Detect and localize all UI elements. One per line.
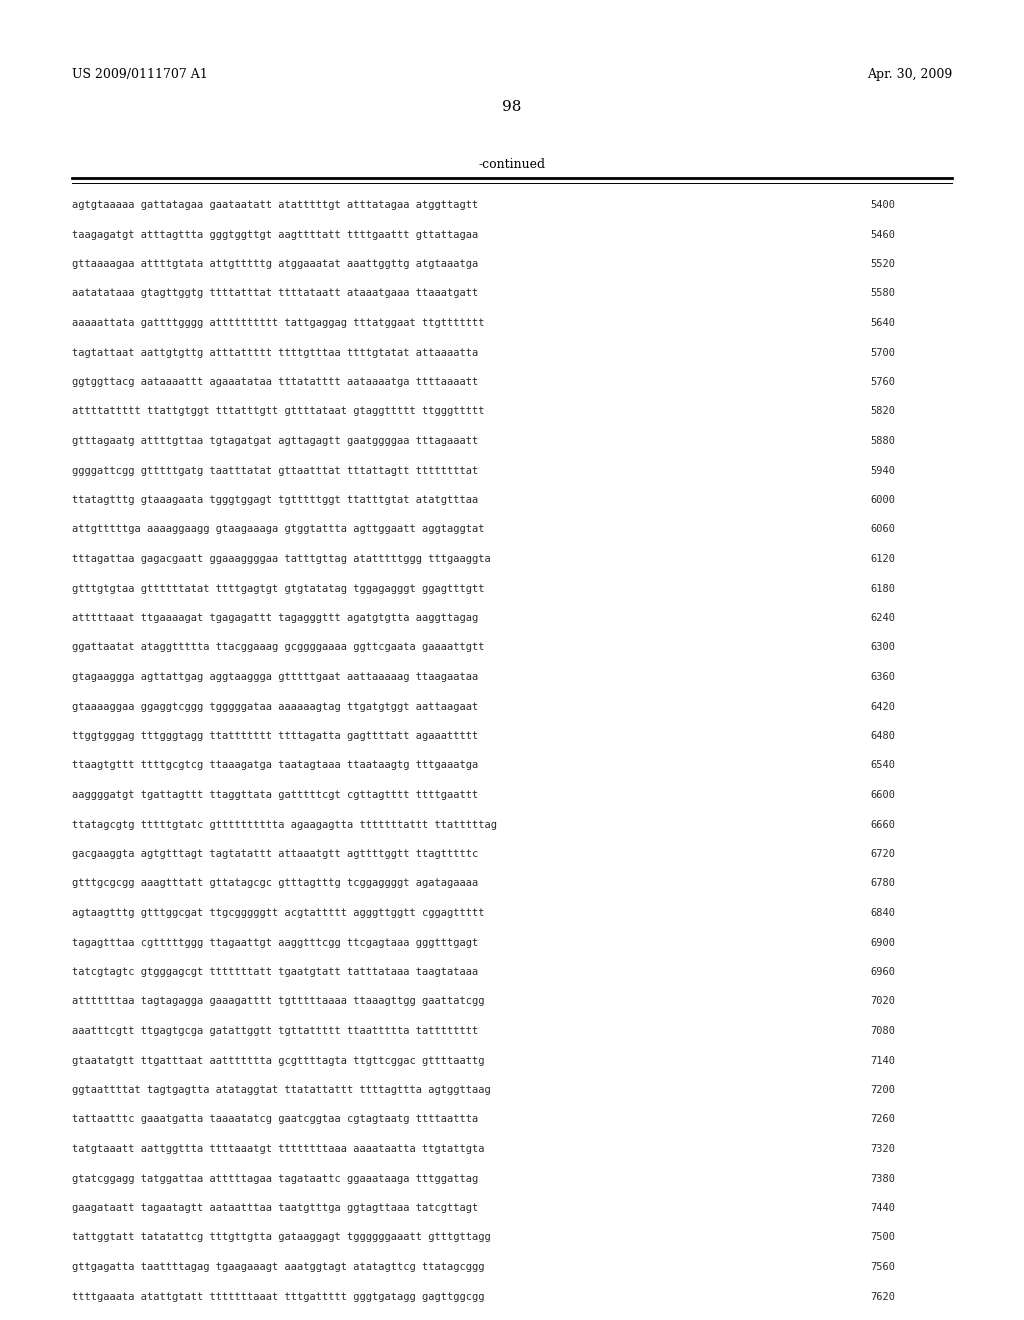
Text: 98: 98 <box>503 100 521 114</box>
Text: gtagaaggga agttattgag aggtaaggga gtttttgaat aattaaaaag ttaagaataa: gtagaaggga agttattgag aggtaaggga gtttttg… <box>72 672 478 682</box>
Text: 5880: 5880 <box>870 436 895 446</box>
Text: gtttgcgcgg aaagtttatt gttatagcgc gtttagtttg tcggaggggt agatagaaaa: gtttgcgcgg aaagtttatt gttatagcgc gtttagt… <box>72 879 478 888</box>
Text: gtatcggagg tatggattaa atttttagaa tagataattc ggaaataaga tttggattag: gtatcggagg tatggattaa atttttagaa tagataa… <box>72 1173 478 1184</box>
Text: 7440: 7440 <box>870 1203 895 1213</box>
Text: 7020: 7020 <box>870 997 895 1006</box>
Text: 6780: 6780 <box>870 879 895 888</box>
Text: 6300: 6300 <box>870 643 895 652</box>
Text: 5460: 5460 <box>870 230 895 239</box>
Text: 6180: 6180 <box>870 583 895 594</box>
Text: aaatttcgtt ttgagtgcga gatattggtt tgttattttt ttaattttta tatttttttt: aaatttcgtt ttgagtgcga gatattggtt tgttatt… <box>72 1026 478 1036</box>
Text: 6000: 6000 <box>870 495 895 506</box>
Text: gtaatatgtt ttgatttaat aattttttta gcgttttagta ttgttcggac gttttaattg: gtaatatgtt ttgatttaat aattttttta gcgtttt… <box>72 1056 484 1065</box>
Text: gaagataatt tagaatagtt aataatttaa taatgtttga ggtagttaaa tatcgttagt: gaagataatt tagaatagtt aataatttaa taatgtt… <box>72 1203 478 1213</box>
Text: ttatagcgtg tttttgtatc gtttttttttta agaagagtta tttttttattt ttatttttag: ttatagcgtg tttttgtatc gtttttttttta agaag… <box>72 820 497 829</box>
Text: ggtaattttat tagtgagtta atataggtat ttatattattt ttttagttta agtggttaag: ggtaattttat tagtgagtta atataggtat ttatat… <box>72 1085 490 1096</box>
Text: aatatataaa gtagttggtg ttttatttat ttttataatt ataaatgaaa ttaaatgatt: aatatataaa gtagttggtg ttttatttat ttttata… <box>72 289 478 298</box>
Text: 7380: 7380 <box>870 1173 895 1184</box>
Text: 6360: 6360 <box>870 672 895 682</box>
Text: gtttgtgtaa gttttttatat ttttgagtgt gtgtatatag tggagagggt ggagtttgtt: gtttgtgtaa gttttttatat ttttgagtgt gtgtat… <box>72 583 484 594</box>
Text: 5640: 5640 <box>870 318 895 327</box>
Text: 7260: 7260 <box>870 1114 895 1125</box>
Text: tttagattaa gagacgaatt ggaaaggggaa tatttgttag atatttttggg tttgaaggta: tttagattaa gagacgaatt ggaaaggggaa tatttg… <box>72 554 490 564</box>
Text: ttttgaaata atattgtatt tttttttaaat tttgattttt gggtgatagg gagttggcgg: ttttgaaata atattgtatt tttttttaaat tttgat… <box>72 1291 484 1302</box>
Text: US 2009/0111707 A1: US 2009/0111707 A1 <box>72 69 208 81</box>
Text: tattaatttc gaaatgatta taaaatatcg gaatcggtaa cgtagtaatg ttttaattta: tattaatttc gaaatgatta taaaatatcg gaatcgg… <box>72 1114 478 1125</box>
Text: 6060: 6060 <box>870 524 895 535</box>
Text: 7200: 7200 <box>870 1085 895 1096</box>
Text: gtttagaatg attttgttaa tgtagatgat agttagagtt gaatggggaa tttagaaatt: gtttagaatg attttgttaa tgtagatgat agttaga… <box>72 436 478 446</box>
Text: 6540: 6540 <box>870 760 895 771</box>
Text: agtaagtttg gtttggcgat ttgcgggggtt acgtattttt agggttggtt cggagttttt: agtaagtttg gtttggcgat ttgcgggggtt acgtat… <box>72 908 484 917</box>
Text: 7620: 7620 <box>870 1291 895 1302</box>
Text: 7080: 7080 <box>870 1026 895 1036</box>
Text: gtaaaaggaa ggaggtcggg tgggggataa aaaaaagtag ttgatgtggt aattaagaat: gtaaaaggaa ggaggtcggg tgggggataa aaaaaag… <box>72 701 478 711</box>
Text: 5520: 5520 <box>870 259 895 269</box>
Text: 6420: 6420 <box>870 701 895 711</box>
Text: 5700: 5700 <box>870 347 895 358</box>
Text: atttttttaa tagtagagga gaaagatttt tgtttttaaaa ttaaagttgg gaattatcgg: atttttttaa tagtagagga gaaagatttt tgttttt… <box>72 997 484 1006</box>
Text: ttaagtgttt ttttgcgtcg ttaaagatga taatagtaaa ttaataagtg tttgaaatga: ttaagtgttt ttttgcgtcg ttaaagatga taatagt… <box>72 760 478 771</box>
Text: 5940: 5940 <box>870 466 895 475</box>
Text: tagagtttaa cgtttttggg ttagaattgt aaggtttcgg ttcgagtaaa gggtttgagt: tagagtttaa cgtttttggg ttagaattgt aaggttt… <box>72 937 478 948</box>
Text: attgtttttga aaaaggaagg gtaagaaaga gtggtattta agttggaatt aggtaggtat: attgtttttga aaaaggaagg gtaagaaaga gtggta… <box>72 524 484 535</box>
Text: ggtggttacg aataaaattt agaaatataa tttatatttt aataaaatga ttttaaaatt: ggtggttacg aataaaattt agaaatataa tttatat… <box>72 378 478 387</box>
Text: ttggtgggag tttgggtagg ttattttttt ttttagatta gagttttatt agaaattttt: ttggtgggag tttgggtagg ttattttttt ttttaga… <box>72 731 478 741</box>
Text: gacgaaggta agtgtttagt tagtatattt attaaatgtt agttttggtt ttagtttttc: gacgaaggta agtgtttagt tagtatattt attaaat… <box>72 849 478 859</box>
Text: aaaaattata gattttgggg atttttttttt tattgaggag tttatggaat ttgttttttt: aaaaattata gattttgggg atttttttttt tattga… <box>72 318 484 327</box>
Text: 5400: 5400 <box>870 201 895 210</box>
Text: 5580: 5580 <box>870 289 895 298</box>
Text: agtgtaaaaa gattatagaa gaataatatt atatttttgt atttatagaa atggttagtt: agtgtaaaaa gattatagaa gaataatatt atatttt… <box>72 201 478 210</box>
Text: 6720: 6720 <box>870 849 895 859</box>
Text: 7500: 7500 <box>870 1233 895 1242</box>
Text: 6960: 6960 <box>870 968 895 977</box>
Text: 6240: 6240 <box>870 612 895 623</box>
Text: ggattaatat ataggttttta ttacggaaag gcggggaaaa ggttcgaata gaaaattgtt: ggattaatat ataggttttta ttacggaaag gcgggg… <box>72 643 484 652</box>
Text: ggggattcgg gtttttgatg taatttatat gttaatttat tttattagtt ttttttttat: ggggattcgg gtttttgatg taatttatat gttaatt… <box>72 466 478 475</box>
Text: 6480: 6480 <box>870 731 895 741</box>
Text: 5820: 5820 <box>870 407 895 417</box>
Text: 6600: 6600 <box>870 789 895 800</box>
Text: -continued: -continued <box>478 158 546 172</box>
Text: 7560: 7560 <box>870 1262 895 1272</box>
Text: tatcgtagtc gtgggagcgt tttttttatt tgaatgtatt tatttataaa taagtataaa: tatcgtagtc gtgggagcgt tttttttatt tgaatgt… <box>72 968 478 977</box>
Text: 6660: 6660 <box>870 820 895 829</box>
Text: 5760: 5760 <box>870 378 895 387</box>
Text: 7320: 7320 <box>870 1144 895 1154</box>
Text: gttgagatta taattttagag tgaagaaagt aaatggtagt atatagttcg ttatagcggg: gttgagatta taattttagag tgaagaaagt aaatgg… <box>72 1262 484 1272</box>
Text: taagagatgt atttagttta gggtggttgt aagttttatt ttttgaattt gttattagaa: taagagatgt atttagttta gggtggttgt aagtttt… <box>72 230 478 239</box>
Text: tagtattaat aattgtgttg atttattttt ttttgtttaa ttttgtatat attaaaatta: tagtattaat aattgtgttg atttattttt ttttgtt… <box>72 347 478 358</box>
Text: 6120: 6120 <box>870 554 895 564</box>
Text: 6900: 6900 <box>870 937 895 948</box>
Text: tatgtaaatt aattggttta ttttaaatgt ttttttttaaa aaaataatta ttgtattgta: tatgtaaatt aattggttta ttttaaatgt ttttttt… <box>72 1144 484 1154</box>
Text: atttttaaat ttgaaaagat tgagagattt tagagggttt agatgtgtta aaggttagag: atttttaaat ttgaaaagat tgagagattt tagaggg… <box>72 612 478 623</box>
Text: Apr. 30, 2009: Apr. 30, 2009 <box>866 69 952 81</box>
Text: aaggggatgt tgattagttt ttaggttata gatttttcgt cgttagtttt ttttgaattt: aaggggatgt tgattagttt ttaggttata gattttt… <box>72 789 478 800</box>
Text: 7140: 7140 <box>870 1056 895 1065</box>
Text: attttattttt ttattgtggt tttatttgtt gttttataat gtaggttttt ttgggttttt: attttattttt ttattgtggt tttatttgtt gtttta… <box>72 407 484 417</box>
Text: gttaaaagaa attttgtata attgtttttg atggaaatat aaattggttg atgtaaatga: gttaaaagaa attttgtata attgtttttg atggaaa… <box>72 259 478 269</box>
Text: tattggtatt tatatattcg tttgttgtta gataaggagt tggggggaaatt gtttgttagg: tattggtatt tatatattcg tttgttgtta gataagg… <box>72 1233 490 1242</box>
Text: ttatagtttg gtaaagaata tgggtggagt tgtttttggt ttatttgtat atatgtttaa: ttatagtttg gtaaagaata tgggtggagt tgttttt… <box>72 495 478 506</box>
Text: 6840: 6840 <box>870 908 895 917</box>
